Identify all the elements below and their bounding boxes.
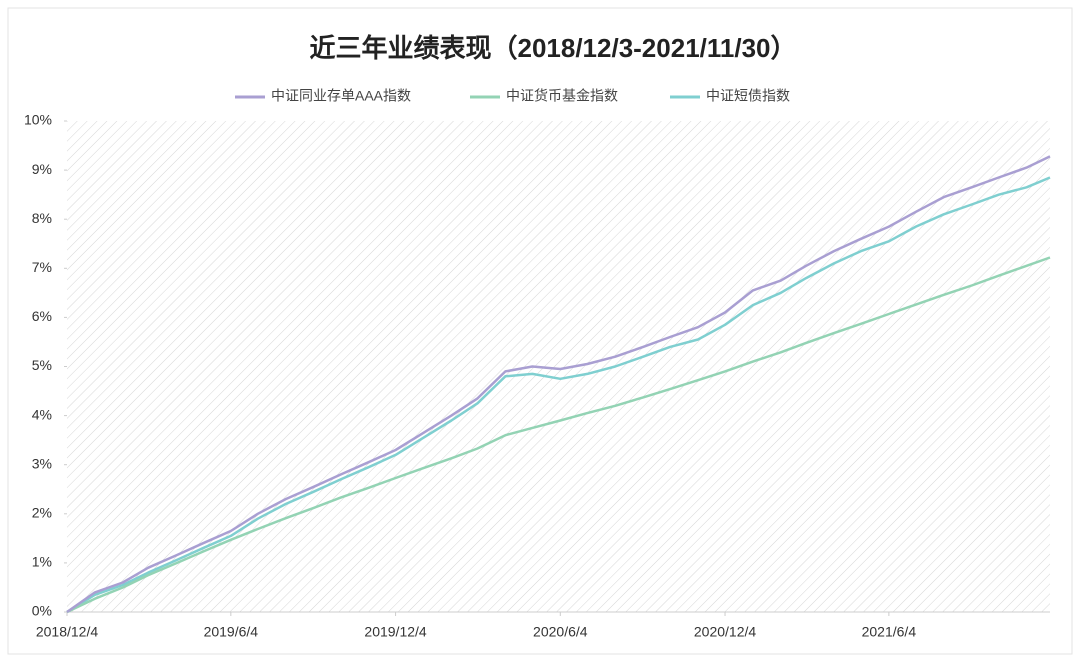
y-tick-label: 6%: [32, 308, 52, 324]
x-tick-label: 2019/6/4: [204, 624, 259, 640]
x-tick-label: 2019/12/4: [364, 624, 426, 640]
frame: [7, 7, 1073, 655]
x-tick-label: 2020/6/4: [533, 624, 588, 640]
y-tick-label: 1%: [32, 554, 52, 570]
legend-label: 中证同业存单AAA指数: [271, 88, 411, 104]
y-tick-label: 2%: [32, 505, 52, 521]
y-tick-label: 9%: [32, 161, 52, 177]
x-tick-label: 2021/6/4: [862, 624, 917, 640]
series-line: [66, 176, 1051, 614]
legend-label: 中证短债指数: [706, 88, 790, 104]
series-line: [66, 256, 1051, 614]
y-tick-label: 8%: [32, 210, 52, 226]
y-tick-label: 4%: [32, 406, 52, 422]
x-tick-label: 2018/12/4: [36, 624, 98, 640]
series-line: [66, 155, 1051, 614]
y-tick-label: 7%: [32, 259, 52, 275]
legend-label: 中证货币基金指数: [506, 88, 618, 104]
y-tick-label: 10%: [24, 112, 52, 128]
chart-title: 近三年业绩表现（2018/12/3-2021/11/30）: [309, 33, 796, 63]
y-tick-label: 5%: [32, 357, 52, 373]
x-tick-label: 2020/12/4: [694, 624, 756, 640]
y-tick-label: 0%: [32, 603, 52, 619]
y-tick-label: 3%: [32, 455, 52, 471]
